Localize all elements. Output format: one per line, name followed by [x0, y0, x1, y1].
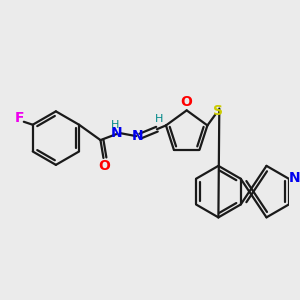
Text: H: H [111, 120, 119, 130]
Text: O: O [181, 95, 193, 110]
Text: N: N [131, 129, 143, 143]
Text: H: H [155, 114, 163, 124]
Text: S: S [213, 103, 223, 118]
Text: F: F [15, 111, 25, 125]
Text: N: N [289, 171, 300, 185]
Text: O: O [98, 159, 110, 173]
Text: N: N [110, 126, 122, 140]
